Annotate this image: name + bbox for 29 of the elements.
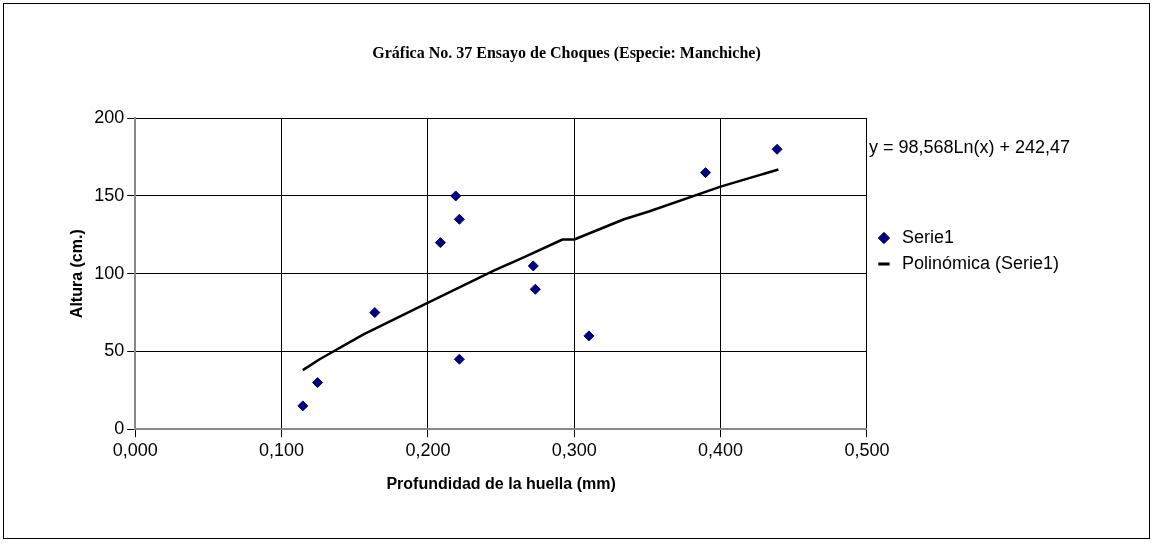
y-tick-label: 150 — [94, 184, 125, 205]
x-tick-label: 0,300 — [551, 439, 597, 460]
point — [434, 237, 446, 249]
y-axis-title: Altura (cm.) — [68, 229, 86, 319]
point — [771, 143, 783, 155]
legend-label: Polinómica (Serie1) — [901, 252, 1059, 273]
x-tick-label: 0,000 — [112, 439, 158, 460]
text: y = 98,568Ln(x) + 242,47 — [868, 137, 1071, 158]
legend-label: Serie1 — [901, 226, 954, 247]
y-tick-label: 0 — [114, 418, 125, 439]
point — [450, 190, 462, 202]
y-tick-label: 100 — [94, 262, 125, 283]
x-tick-label: 0,200 — [405, 439, 451, 460]
point — [453, 213, 465, 225]
point — [297, 400, 309, 412]
x-tick-label: 0,400 — [698, 439, 744, 460]
chart-title: Gráfica No. 37 Ensayo de Choques (Especie: Manchiche) — [372, 43, 761, 62]
point — [527, 260, 539, 272]
y-tick-label: 50 — [104, 340, 125, 361]
point — [453, 353, 465, 365]
y-tick-label: 200 — [94, 107, 125, 128]
point — [369, 307, 381, 319]
point — [583, 330, 595, 342]
x-tick-label: 0,100 — [259, 439, 305, 460]
x-tick-label: 0,500 — [844, 439, 890, 460]
point — [312, 377, 324, 389]
point — [700, 167, 712, 179]
x-axis-title: Profundidad de la huella (mm) — [386, 474, 616, 492]
point — [529, 283, 541, 295]
